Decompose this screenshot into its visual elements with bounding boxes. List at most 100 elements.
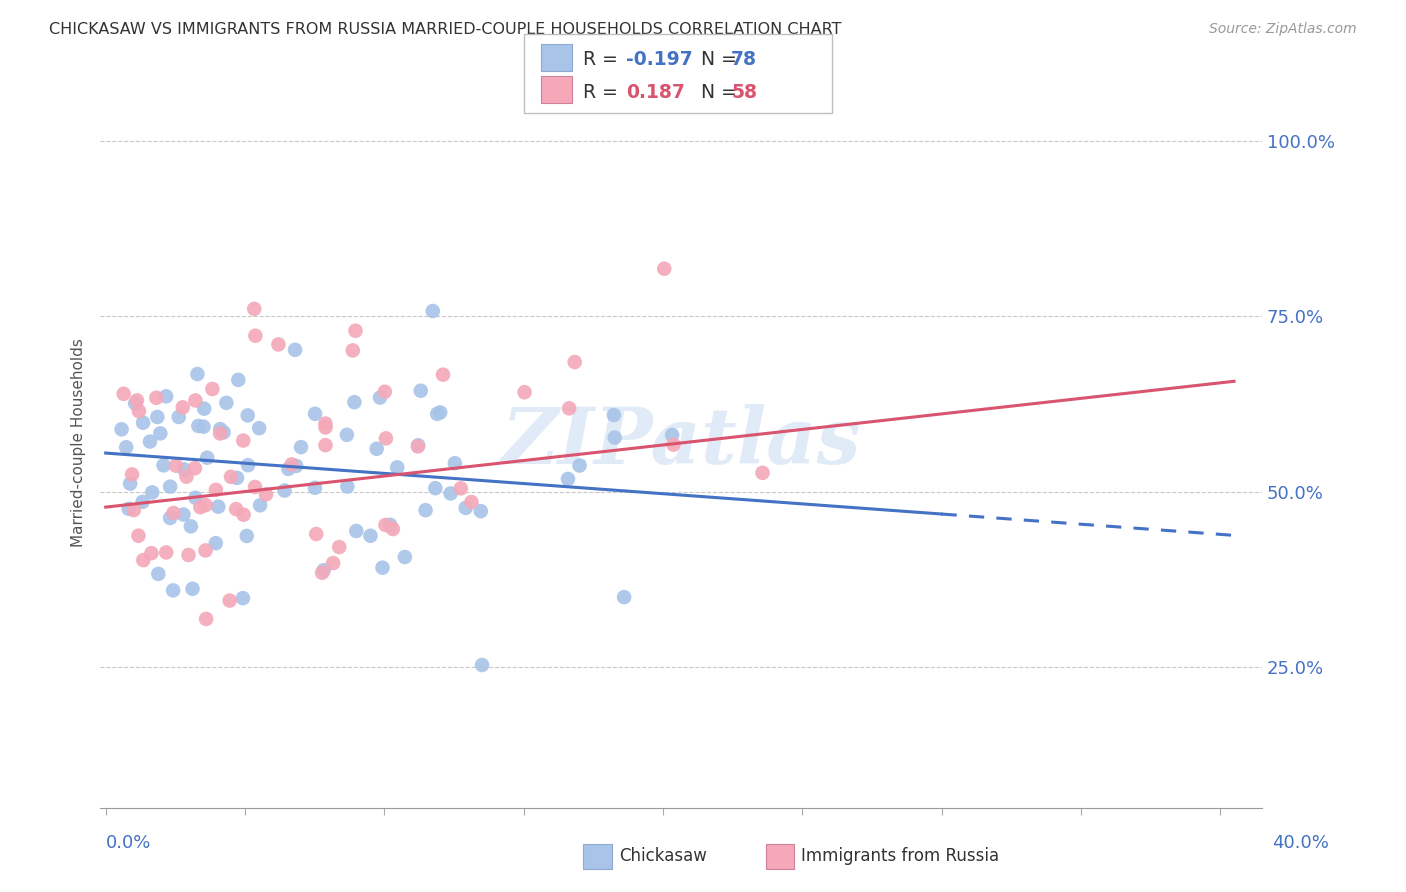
Point bbox=[422, 304, 444, 318]
Point bbox=[177, 548, 200, 562]
Point bbox=[558, 401, 581, 416]
Point bbox=[132, 416, 155, 430]
Point bbox=[226, 373, 249, 387]
Point bbox=[471, 658, 494, 673]
Point bbox=[152, 458, 174, 473]
Point bbox=[236, 458, 259, 473]
Point bbox=[127, 529, 149, 543]
Point bbox=[159, 511, 181, 525]
Point bbox=[141, 485, 163, 500]
Point bbox=[368, 391, 391, 405]
Point bbox=[371, 560, 394, 574]
Point bbox=[110, 422, 132, 436]
Point bbox=[343, 395, 366, 409]
Point bbox=[218, 593, 240, 607]
Text: 58: 58 bbox=[731, 83, 756, 102]
Point bbox=[193, 419, 215, 434]
Point bbox=[172, 401, 194, 415]
Text: -0.197: -0.197 bbox=[626, 51, 692, 70]
Point bbox=[432, 368, 454, 382]
Point bbox=[155, 545, 177, 559]
Point bbox=[336, 427, 359, 442]
Point bbox=[374, 431, 396, 445]
Point bbox=[454, 500, 477, 515]
Point bbox=[315, 420, 337, 434]
Point bbox=[374, 518, 396, 533]
Point bbox=[409, 384, 432, 398]
Point bbox=[112, 386, 135, 401]
Point bbox=[167, 409, 190, 424]
Point bbox=[751, 466, 773, 480]
Text: R =: R = bbox=[583, 51, 624, 70]
Point bbox=[284, 343, 307, 357]
Point bbox=[280, 458, 302, 472]
Point bbox=[613, 590, 636, 604]
Point bbox=[662, 437, 685, 451]
Point bbox=[204, 536, 226, 550]
Point bbox=[304, 481, 326, 495]
Text: R =: R = bbox=[583, 83, 624, 102]
Point bbox=[394, 549, 416, 564]
Point bbox=[661, 428, 683, 442]
Point bbox=[439, 486, 461, 500]
Point bbox=[120, 476, 142, 491]
Point bbox=[429, 405, 451, 419]
Point bbox=[245, 328, 267, 343]
Point bbox=[290, 440, 312, 454]
Point bbox=[243, 480, 266, 494]
Point bbox=[121, 467, 143, 482]
Point bbox=[205, 483, 228, 497]
Point bbox=[207, 500, 229, 514]
Point bbox=[194, 498, 217, 512]
Point bbox=[322, 556, 344, 570]
Point bbox=[145, 391, 167, 405]
Point bbox=[460, 495, 482, 509]
Point bbox=[513, 385, 536, 400]
Point bbox=[219, 470, 242, 484]
Point bbox=[155, 389, 177, 403]
Point bbox=[122, 503, 145, 517]
Text: 0.187: 0.187 bbox=[626, 83, 685, 102]
Point bbox=[243, 301, 266, 316]
Point bbox=[603, 431, 626, 445]
Point bbox=[162, 506, 184, 520]
Point bbox=[232, 591, 254, 606]
Point bbox=[315, 438, 337, 452]
Point bbox=[124, 396, 146, 410]
Point bbox=[226, 471, 249, 485]
Point bbox=[195, 450, 218, 465]
Point bbox=[311, 566, 333, 580]
Point bbox=[193, 401, 215, 416]
Text: N =: N = bbox=[689, 51, 742, 70]
Point bbox=[336, 479, 359, 493]
Point bbox=[603, 408, 626, 422]
Point bbox=[328, 540, 350, 554]
Point bbox=[125, 393, 148, 408]
Point bbox=[146, 409, 169, 424]
Point bbox=[131, 495, 153, 509]
Point bbox=[184, 491, 207, 505]
Point bbox=[652, 261, 675, 276]
Text: Immigrants from Russia: Immigrants from Russia bbox=[801, 847, 1000, 865]
Point bbox=[557, 472, 579, 486]
Point bbox=[305, 527, 328, 541]
Point bbox=[360, 529, 382, 543]
Point bbox=[232, 508, 254, 522]
Point bbox=[344, 524, 367, 538]
Point bbox=[190, 500, 212, 515]
Point bbox=[387, 460, 409, 475]
Y-axis label: Married-couple Households: Married-couple Households bbox=[72, 338, 86, 547]
Point bbox=[201, 382, 224, 396]
Point bbox=[180, 519, 202, 533]
Point bbox=[247, 421, 270, 435]
Point bbox=[564, 355, 586, 369]
Point bbox=[236, 409, 259, 423]
Point bbox=[380, 517, 402, 532]
Point bbox=[132, 553, 155, 567]
Point bbox=[374, 384, 396, 399]
Text: Chickasaw: Chickasaw bbox=[619, 847, 707, 865]
Point bbox=[236, 529, 259, 543]
Point bbox=[1362, 127, 1385, 141]
Point bbox=[277, 462, 299, 476]
Point bbox=[128, 404, 150, 418]
